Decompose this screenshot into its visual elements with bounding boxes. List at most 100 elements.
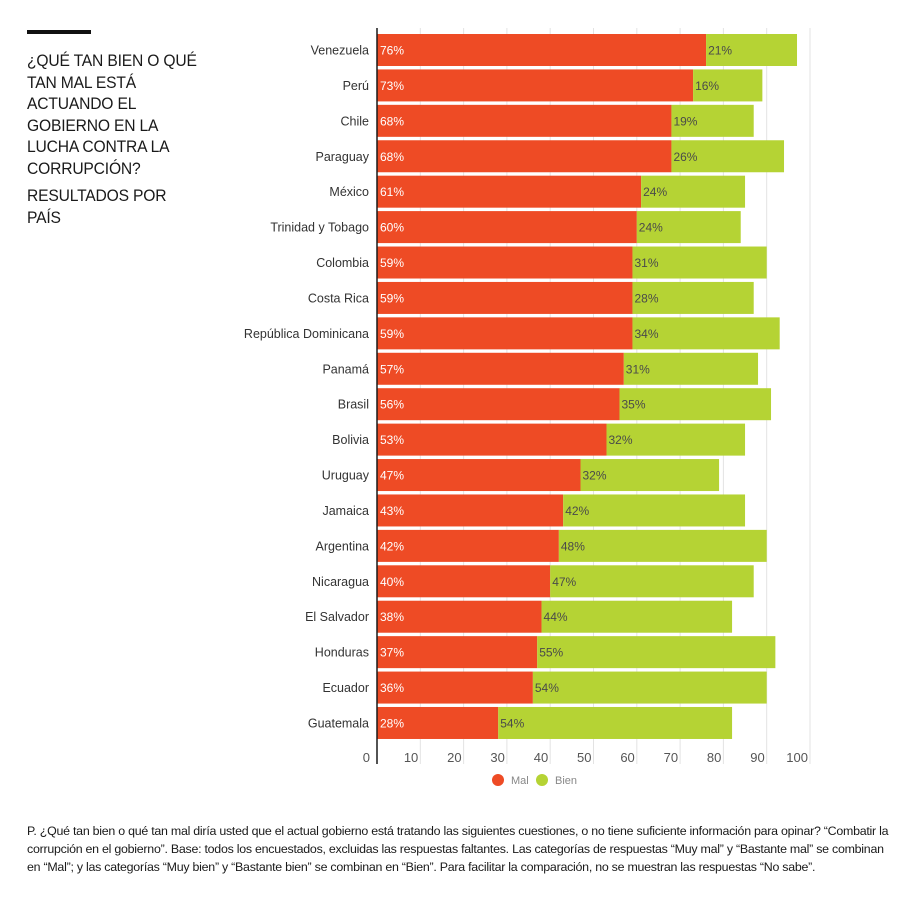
bars: Venezuela 76% 21% Perú 73% 16% Chile 68% 19% Para…: [244, 34, 798, 739]
x-tick-label-50: 50: [577, 750, 591, 765]
x-tick-label-20: 20: [447, 750, 461, 765]
data-label-mal-republica-dominicana: 59%: [380, 327, 404, 341]
bar-bien-ecuador: [532, 671, 767, 704]
data-label-bien-nicaragua: 47%: [552, 575, 576, 589]
bar-mal-mexico: [377, 175, 642, 208]
category-label-bolivia: Bolivia: [332, 433, 369, 447]
bar-mal-guatemala: [377, 706, 499, 739]
bar-bien-peru: [693, 69, 763, 102]
bar-mal-argentina: [377, 529, 559, 562]
bar-mal-ecuador: [377, 671, 533, 704]
category-label-peru: Perú: [343, 79, 369, 93]
legend-label-mal: Mal: [511, 775, 529, 787]
x-axis-ticks: 0 10 20 30 40 50 60 70 80 90 100: [363, 750, 808, 765]
data-label-bien-trinidad-y-tobago: 24%: [639, 221, 663, 235]
bar-mal-peru: [377, 69, 694, 102]
bar-bien-jamaica: [563, 494, 746, 527]
data-label-mal-uruguay: 47%: [380, 469, 404, 483]
data-label-mal-trinidad-y-tobago: 60%: [380, 221, 404, 235]
x-tick-label-0: 0: [363, 750, 370, 765]
legend-swatch-bien: [536, 774, 548, 786]
data-label-mal-el-salvador: 38%: [380, 610, 404, 624]
bar-bien-uruguay: [580, 459, 720, 492]
chart-title: ¿QUÉ TAN BIEN O QUÉ TAN MAL ESTÁ ACTUAND…: [27, 51, 197, 178]
bar-bien-costa-rica: [632, 281, 754, 314]
data-label-bien-panama: 31%: [626, 362, 650, 376]
x-tick-label-100: 100: [786, 750, 808, 765]
category-label-mexico: México: [329, 185, 369, 199]
category-label-el-salvador: El Salvador: [305, 610, 369, 624]
bar-bien-paraguay: [671, 140, 785, 173]
data-label-bien-guatemala: 54%: [500, 716, 524, 730]
bar-mal-costa-rica: [377, 281, 633, 314]
category-label-republica-dominicana: República Dominicana: [244, 327, 369, 341]
bar-mal-bolivia: [377, 423, 607, 456]
bar-bien-bolivia: [606, 423, 746, 456]
data-label-bien-republica-dominicana: 34%: [634, 327, 658, 341]
data-label-bien-chile: 19%: [673, 114, 697, 128]
bar-mal-colombia: [377, 246, 633, 279]
data-label-mal-venezuela: 76%: [380, 44, 404, 58]
bar-bien-republica-dominicana: [632, 317, 780, 350]
bar-mal-republica-dominicana: [377, 317, 633, 350]
category-label-panama: Panamá: [322, 362, 369, 376]
x-tick-label-10: 10: [404, 750, 418, 765]
data-label-bien-venezuela: 21%: [708, 44, 732, 58]
title-block: ¿QUÉ TAN BIEN O QUÉ TAN MAL ESTÁ ACTUAND…: [27, 50, 217, 228]
bar-mal-el-salvador: [377, 600, 542, 633]
data-label-bien-costa-rica: 28%: [634, 291, 658, 305]
survey-footnote: P. ¿Qué tan bien o qué tan mal diría ust…: [27, 824, 889, 874]
data-label-bien-argentina: 48%: [561, 539, 585, 553]
bar-bien-colombia: [632, 246, 767, 279]
x-tick-label-80: 80: [707, 750, 721, 765]
data-label-bien-el-salvador: 44%: [544, 610, 568, 624]
bar-mal-nicaragua: [377, 565, 551, 598]
category-label-costa-rica: Costa Rica: [308, 291, 369, 305]
bar-mal-venezuela: [377, 34, 707, 66]
data-label-bien-brasil: 35%: [621, 398, 645, 412]
category-label-ecuador: Ecuador: [322, 681, 369, 695]
bar-bien-el-salvador: [541, 600, 733, 633]
category-label-honduras: Honduras: [315, 646, 369, 660]
legend-swatch-mal: [492, 774, 504, 786]
bar-bien-panama: [623, 352, 759, 385]
x-tick-label-60: 60: [620, 750, 634, 765]
category-label-guatemala: Guatemala: [308, 716, 369, 730]
data-label-mal-guatemala: 28%: [380, 716, 404, 730]
bar-bien-venezuela: [706, 34, 798, 66]
bar-mal-paraguay: [377, 140, 672, 173]
x-tick-label-90: 90: [750, 750, 764, 765]
data-label-mal-jamaica: 43%: [380, 504, 404, 518]
bar-mal-uruguay: [377, 459, 581, 492]
bar-mal-honduras: [377, 636, 538, 669]
legend: Mal Bien: [492, 774, 577, 787]
category-label-brasil: Brasil: [338, 398, 369, 412]
data-label-mal-paraguay: 68%: [380, 150, 404, 164]
category-label-argentina: Argentina: [315, 539, 369, 553]
data-label-bien-ecuador: 54%: [535, 681, 559, 695]
category-label-jamaica: Jamaica: [322, 504, 369, 518]
bar-bien-mexico: [641, 175, 746, 208]
bar-mal-trinidad-y-tobago: [377, 211, 637, 244]
data-label-mal-panama: 57%: [380, 362, 404, 376]
data-label-mal-mexico: 61%: [380, 185, 404, 199]
data-label-bien-colombia: 31%: [634, 256, 658, 270]
bar-bien-trinidad-y-tobago: [636, 211, 741, 244]
bar-bien-nicaragua: [550, 565, 754, 598]
bar-bien-brasil: [619, 388, 772, 421]
bar-mal-jamaica: [377, 494, 564, 527]
bar-bien-chile: [671, 104, 754, 137]
stacked-bar-chart: Venezuela 76% 21% Perú 73% 16% Chile 68% 19% Para…: [244, 28, 811, 787]
bar-mal-brasil: [377, 388, 620, 421]
data-label-mal-colombia: 59%: [380, 256, 404, 270]
data-label-bien-honduras: 55%: [539, 646, 563, 660]
data-label-mal-chile: 68%: [380, 114, 404, 128]
category-label-trinidad-y-tobago: Trinidad y Tobago: [270, 221, 369, 235]
category-label-chile: Chile: [341, 114, 370, 128]
data-label-bien-mexico: 24%: [643, 185, 667, 199]
data-label-bien-bolivia: 32%: [608, 433, 632, 447]
bar-bien-guatemala: [498, 706, 733, 739]
data-label-mal-brasil: 56%: [380, 398, 404, 412]
bar-bien-honduras: [537, 636, 776, 669]
data-label-mal-argentina: 42%: [380, 539, 404, 553]
